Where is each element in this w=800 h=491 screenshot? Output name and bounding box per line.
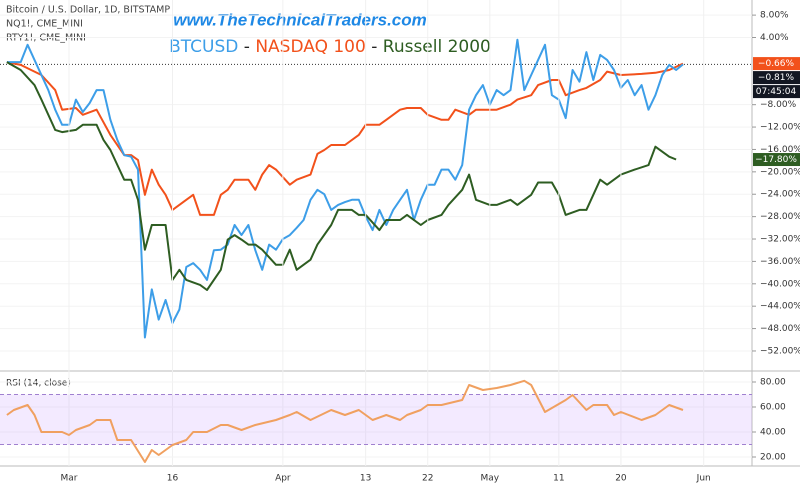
symbol-label: NQ1!, CME_MINI (6, 19, 83, 30)
legend-entry: NASDAQ 100 (255, 37, 366, 57)
y-tick-label: 80.00 (760, 378, 786, 388)
countdown-badge (753, 85, 800, 99)
series-line (6, 379, 684, 463)
x-tick-label: Apr (275, 474, 291, 484)
legend-separator: - (371, 37, 377, 57)
y-tick-label: 40.00 (760, 428, 786, 438)
y-tick-label: 60.00 (760, 403, 786, 413)
y-tick-label: −40.00% (760, 279, 800, 289)
y-tick-label: −44.00% (760, 302, 800, 312)
x-tick-label: May (481, 474, 500, 484)
y-tick-label: 4.00% (760, 33, 789, 43)
last-value-label: −0.66% (758, 59, 795, 69)
countdown: 07:45:04 (756, 87, 797, 97)
x-tick-label: Jun (696, 474, 711, 484)
y-tick-label: −52.00% (760, 346, 800, 356)
y-tick-label: −32.00% (760, 235, 800, 245)
legend-entry: Russell 2000 (383, 37, 491, 57)
series-line (6, 61, 684, 216)
y-tick-label: −24.00% (760, 190, 800, 200)
legend: BTCUSD - NASDAQ 100 - Russell 2000 (169, 37, 491, 57)
y-tick-label: −12.00% (760, 123, 800, 133)
last-value-badge (753, 153, 800, 167)
x-tick-label: 11 (553, 474, 564, 484)
y-tick-label: −8.00% (760, 100, 797, 110)
last-value-label: −17.80% (755, 155, 797, 165)
y-tick-label: −28.00% (760, 212, 800, 222)
series-line (6, 38, 684, 339)
watermark: www.TheTechnicalTraders.com (173, 10, 427, 29)
x-tick-label: 22 (422, 474, 433, 484)
x-tick-label: 16 (167, 474, 179, 484)
x-tick-label: 20 (615, 474, 627, 484)
y-tick-label: 8.00% (760, 11, 789, 21)
series-line (6, 61, 677, 291)
x-tick-label: 13 (360, 474, 371, 484)
last-value-badge (753, 57, 800, 71)
symbol-label: Bitcoin / U.S. Dollar, 1D, BITSTAMP (6, 5, 170, 16)
last-value-badge (753, 71, 800, 85)
y-tick-label: −48.00% (760, 324, 800, 334)
legend-entry: BTCUSD (169, 37, 238, 57)
pane-title: RSI (14, close) (6, 379, 71, 389)
last-value-label: −0.81% (758, 73, 795, 83)
y-tick-label: −16.00% (760, 145, 800, 155)
legend-separator: - (244, 37, 250, 57)
x-tick-label: Mar (60, 474, 77, 484)
y-tick-label: −36.00% (760, 257, 800, 267)
y-tick-label: −20.00% (760, 167, 800, 177)
y-tick-label: 20.00 (760, 453, 786, 463)
